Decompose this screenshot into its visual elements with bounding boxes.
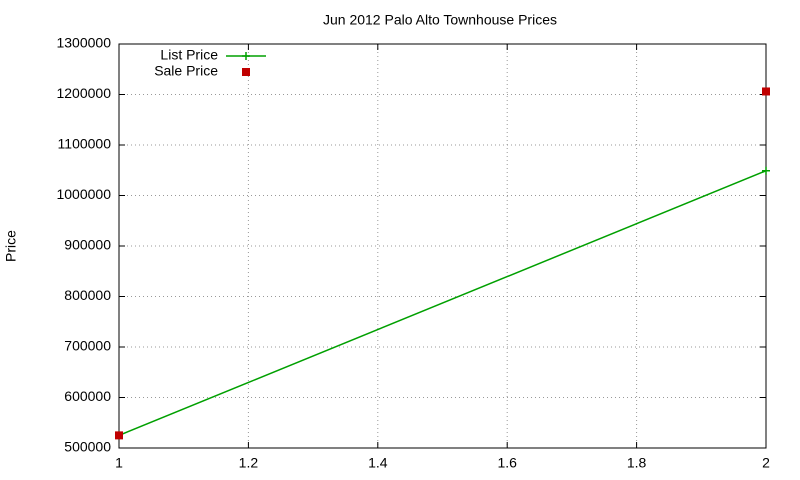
series-line [118, 170, 767, 437]
marker [762, 87, 770, 96]
legend-marker [242, 68, 250, 76]
legend-label: List Price [160, 47, 218, 63]
y-tick-label: 700000 [64, 338, 111, 354]
y-axis-label: Price [3, 230, 19, 262]
y-tick-label: 500000 [64, 439, 111, 455]
y-tick-label: 800000 [64, 287, 111, 303]
legend-marker [242, 52, 250, 60]
y-tick-label: 900000 [64, 237, 111, 253]
plot-frame [118, 43, 767, 449]
y-tick-label: 600000 [64, 388, 111, 404]
x-tick-label: 1.6 [497, 455, 517, 471]
x-tick-label: 2 [762, 455, 770, 471]
x-tick-label: 1.4 [368, 455, 388, 471]
marker [115, 431, 123, 440]
chart-title: Jun 2012 Palo Alto Townhouse Prices [323, 12, 557, 28]
x-tick-label: 1 [115, 455, 123, 471]
marker [762, 166, 770, 175]
y-tick-label: 1200000 [56, 85, 111, 101]
x-tick-label: 1.8 [627, 455, 647, 471]
y-tick-label: 1000000 [56, 186, 111, 202]
x-tick-label: 1.2 [239, 455, 259, 471]
legend-label: Sale Price [154, 63, 218, 79]
y-tick-label: 1100000 [58, 136, 112, 152]
y-tick-label: 1300000 [56, 35, 111, 51]
